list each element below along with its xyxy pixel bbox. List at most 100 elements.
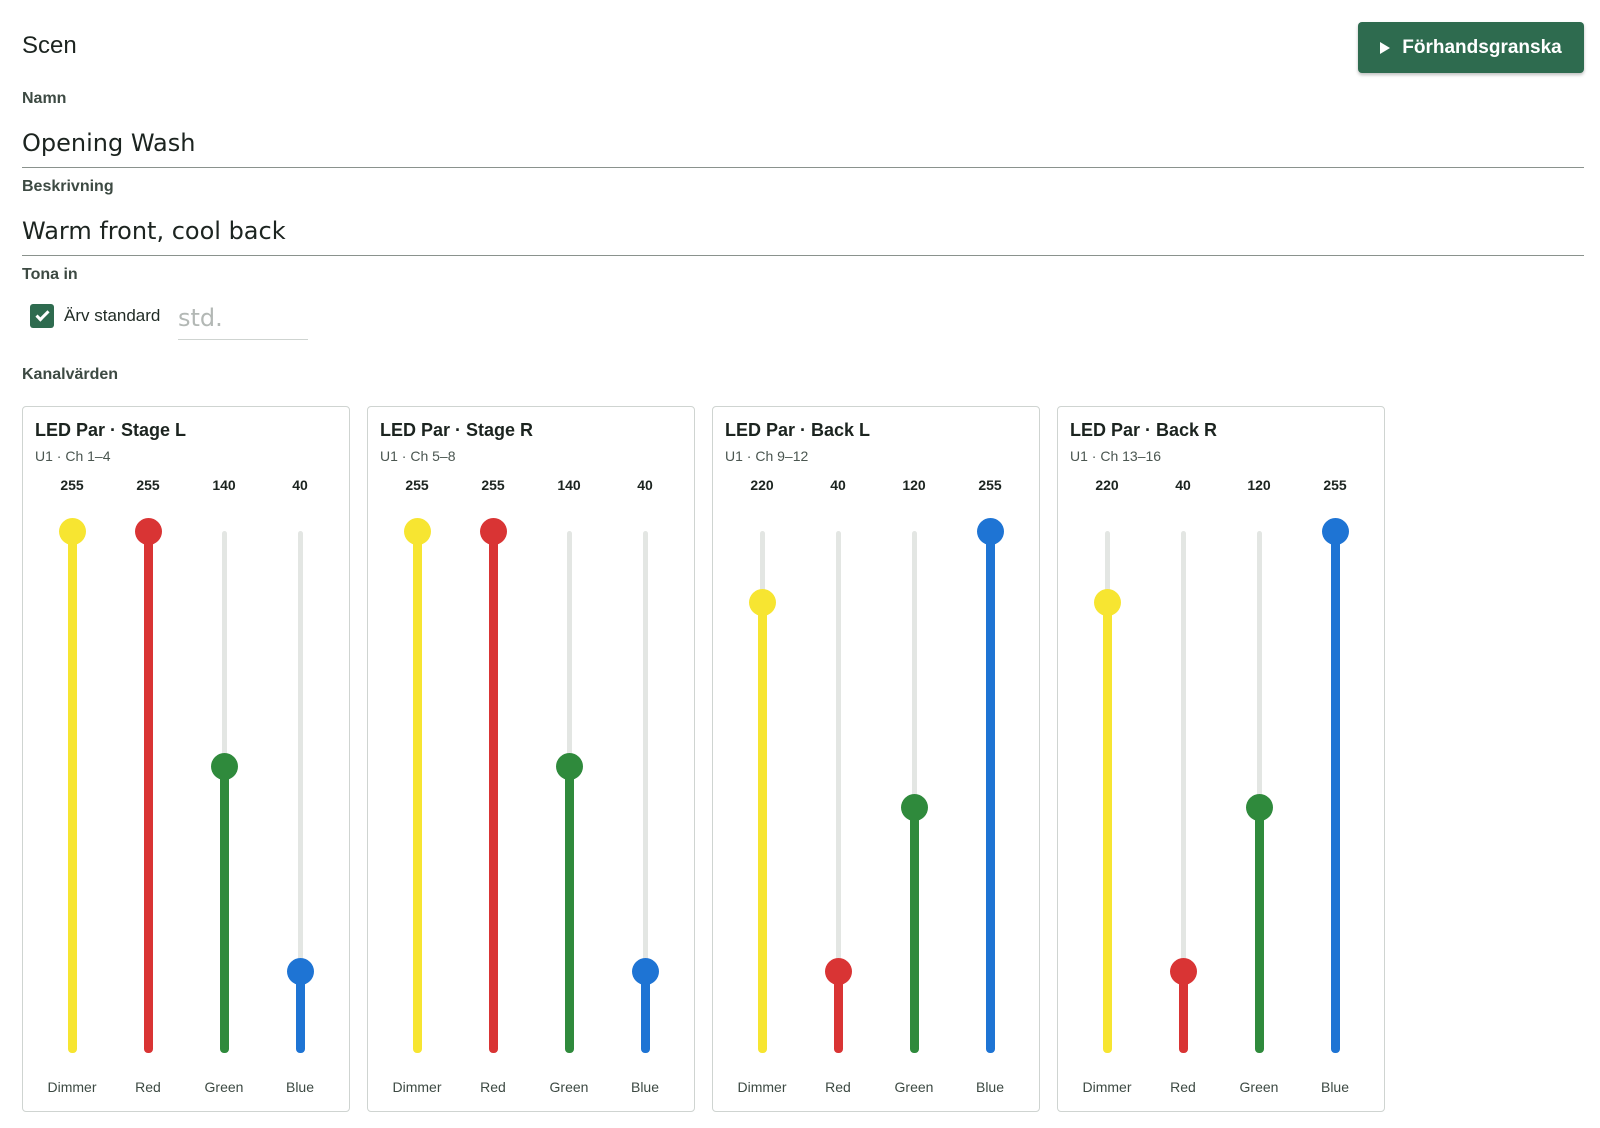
slider-knob[interactable] (1322, 517, 1349, 545)
fixture-card: LED Par · Back R U1 · Ch 13–16 220 Dimmer… (1057, 406, 1385, 1112)
fade-in-input[interactable] (178, 296, 308, 340)
fixture-name: LED Par · Stage L (35, 420, 187, 440)
slider-fill (413, 531, 422, 1053)
slider-track[interactable] (912, 531, 917, 1053)
channel-label: Green (1239, 1079, 1279, 1095)
channel-label: Dimmer (392, 1079, 442, 1095)
channel-label: Green (204, 1079, 244, 1095)
channel-value: 140 (212, 477, 236, 493)
fixture-address: U1 · Ch 9–12 (725, 448, 809, 464)
play-icon (1380, 41, 1391, 54)
channel-value: 255 (136, 477, 160, 493)
slider-fill (489, 531, 498, 1053)
slider-knob[interactable] (825, 957, 852, 985)
slider-track[interactable] (1257, 531, 1262, 1053)
channel-value: 120 (1247, 477, 1271, 493)
channel-slider-red[interactable]: 40 Red (1153, 407, 1213, 1107)
channel-label: Dimmer (47, 1079, 97, 1095)
slider-fill (565, 766, 574, 1053)
channel-label: Green (894, 1079, 934, 1095)
channel-value: 255 (1323, 477, 1347, 493)
slider-knob[interactable] (556, 752, 583, 780)
channel-value: 40 (830, 477, 846, 493)
slider-knob[interactable] (404, 517, 431, 545)
preview-button-label: Förhandsgranska (1402, 36, 1562, 58)
slider-knob[interactable] (480, 517, 507, 545)
channel-label: Blue (975, 1079, 1005, 1095)
slider-fill (641, 971, 650, 1053)
description-label: Beskrivning (22, 178, 114, 195)
slider-knob[interactable] (749, 589, 776, 617)
channel-value: 255 (60, 477, 84, 493)
slider-fill (986, 531, 995, 1053)
slider-track[interactable] (643, 531, 648, 1053)
channel-slider-dimmer[interactable]: 220 Dimmer (732, 407, 792, 1107)
channel-slider-red[interactable]: 40 Red (808, 407, 868, 1107)
channel-slider-green[interactable]: 140 Green (194, 407, 254, 1107)
fixture-address: U1 · Ch 1–4 (35, 448, 111, 464)
channel-label: Red (480, 1079, 506, 1095)
check-icon (34, 307, 50, 322)
channel-value: 40 (292, 477, 308, 493)
channel-label: Dimmer (737, 1079, 787, 1095)
fixture-name: LED Par · Back L (725, 420, 871, 440)
channel-value: 255 (978, 477, 1002, 493)
slider-knob[interactable] (901, 793, 928, 821)
channel-slider-green[interactable]: 120 Green (884, 407, 944, 1107)
slider-fill (220, 766, 229, 1053)
channel-slider-dimmer[interactable]: 255 Dimmer (42, 407, 102, 1107)
slider-knob[interactable] (1170, 957, 1197, 985)
channel-label: Blue (1320, 1079, 1350, 1095)
slider-knob[interactable] (287, 957, 314, 985)
channel-slider-green[interactable]: 120 Green (1229, 407, 1289, 1107)
description-input[interactable] (22, 200, 1584, 256)
channel-value: 255 (405, 477, 429, 493)
channel-values-label: Kanalvärden (22, 366, 119, 383)
slider-fill (834, 971, 843, 1053)
fixture-name: LED Par · Stage R (380, 420, 534, 440)
fixture-address: U1 · Ch 13–16 (1070, 448, 1162, 464)
page-title: Scen (22, 32, 77, 59)
fade-in-label: Tona in (22, 266, 78, 283)
name-label: Namn (22, 90, 67, 107)
slider-knob[interactable] (1246, 793, 1273, 821)
channel-slider-dimmer[interactable]: 255 Dimmer (387, 407, 447, 1107)
slider-fill (1255, 807, 1264, 1053)
slider-track[interactable] (298, 531, 303, 1053)
slider-knob[interactable] (135, 517, 162, 545)
channel-slider-blue[interactable]: 255 Blue (1305, 407, 1365, 1107)
slider-track[interactable] (1181, 531, 1186, 1053)
inherit-default-checkbox[interactable] (30, 304, 54, 328)
slider-fill (68, 531, 77, 1053)
channel-slider-red[interactable]: 255 Red (118, 407, 178, 1107)
slider-knob[interactable] (59, 517, 86, 545)
inherit-default-row[interactable]: Ärv standard (30, 304, 160, 328)
channel-value: 255 (481, 477, 505, 493)
channel-label: Blue (630, 1079, 660, 1095)
name-input[interactable] (22, 112, 1584, 168)
fixture-card: LED Par · Stage R U1 · Ch 5–8 255 Dimmer 2… (367, 406, 695, 1112)
channel-slider-blue[interactable]: 255 Blue (960, 407, 1020, 1107)
slider-track[interactable] (836, 531, 841, 1053)
slider-knob[interactable] (211, 752, 238, 780)
channel-slider-green[interactable]: 140 Green (539, 407, 599, 1107)
channel-slider-red[interactable]: 255 Red (463, 407, 523, 1107)
fixture-name: LED Par · Back R (1070, 420, 1218, 440)
channel-slider-dimmer[interactable]: 220 Dimmer (1077, 407, 1137, 1107)
slider-knob[interactable] (1094, 589, 1121, 617)
slider-fill (144, 531, 153, 1053)
channel-slider-blue[interactable]: 40 Blue (615, 407, 675, 1107)
slider-knob[interactable] (632, 957, 659, 985)
channel-value: 120 (902, 477, 926, 493)
channel-value: 40 (1175, 477, 1191, 493)
channel-value: 220 (1095, 477, 1119, 493)
slider-fill (1103, 602, 1112, 1053)
slider-knob[interactable] (977, 517, 1004, 545)
channel-label: Red (135, 1079, 161, 1095)
slider-fill (1179, 971, 1188, 1053)
channel-label: Dimmer (1082, 1079, 1132, 1095)
preview-button[interactable]: Förhandsgranska (1358, 22, 1584, 73)
channel-label: Red (1170, 1079, 1196, 1095)
channel-value: 40 (637, 477, 653, 493)
channel-slider-blue[interactable]: 40 Blue (270, 407, 330, 1107)
